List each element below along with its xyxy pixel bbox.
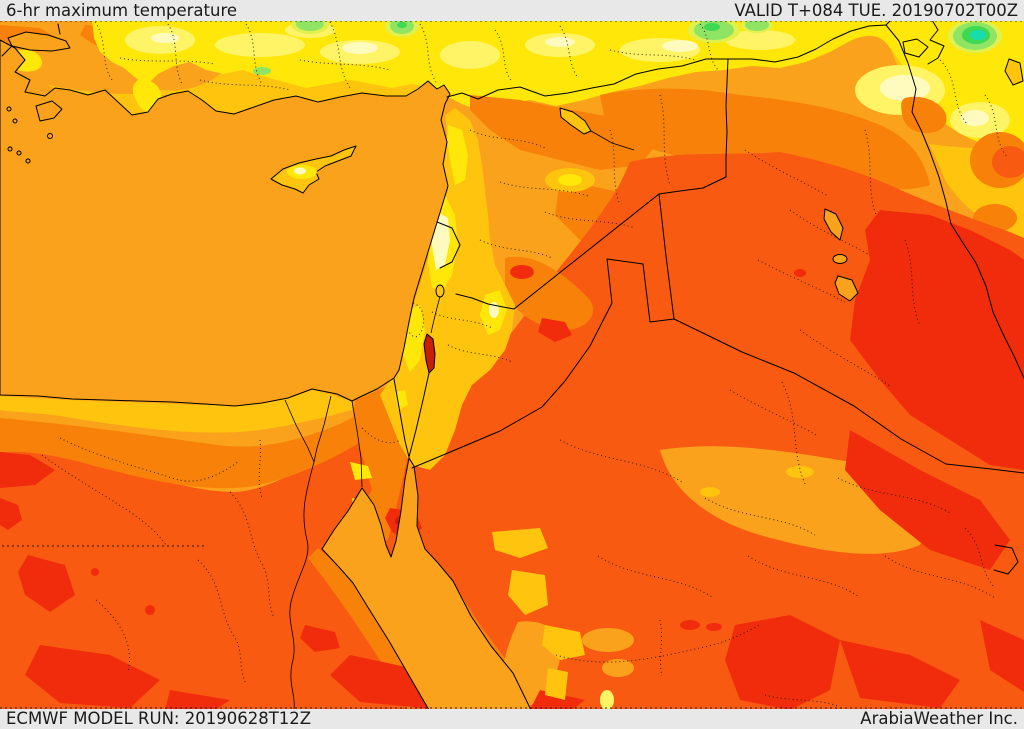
nile-rosetta-branch — [284, 399, 315, 463]
lake-urmia — [1004, 58, 1024, 86]
country-borders — [393, 20, 1024, 575]
admin-boundaries — [0, 20, 1024, 709]
lake-tharthar — [823, 208, 844, 241]
suez-canal — [351, 400, 363, 488]
jordan-river — [430, 296, 441, 334]
lake-habbaniyah — [832, 254, 848, 264]
jordan-iraq-border — [658, 193, 675, 320]
header-bar: 6-hr maximum temperature VALID T+084 TUE… — [0, 0, 1024, 21]
anatolia-yellow-band — [92, 20, 1024, 150]
israel-jordan-border — [408, 372, 430, 458]
jordan-saudi-border — [411, 258, 675, 469]
dead-sea — [423, 333, 436, 374]
lake-van — [902, 38, 929, 58]
kuwait-border — [993, 544, 1019, 575]
egypt-coastal-strip — [0, 390, 352, 433]
syria-jordan-border — [455, 193, 660, 310]
cyprus-island — [270, 145, 357, 194]
armenia-border — [927, 20, 945, 65]
syria-iraq-border — [658, 58, 729, 195]
cool-green-spots — [253, 20, 1002, 75]
lake-razzaza — [834, 275, 859, 302]
valid-time-label: VALID T+084 TUE. 20190702T00Z — [734, 1, 1018, 20]
map-title: 6-hr maximum temperature — [6, 1, 238, 20]
model-run-label: ECMWF MODEL RUN: 20190628T12Z — [6, 709, 312, 728]
lake-assad — [559, 107, 592, 135]
nile-river — [289, 461, 315, 710]
turkey-syria-border — [446, 20, 892, 100]
lakes — [423, 38, 1024, 374]
lebanon-syria-border — [436, 221, 461, 269]
rivers — [284, 130, 635, 710]
nile-damietta-branch — [313, 395, 332, 463]
saudi-gold-patches — [492, 528, 614, 710]
euphrates-upper — [590, 130, 635, 151]
brand-label: ArabiaWeather Inc. — [860, 709, 1018, 728]
aegean-marmara-coasts — [1, 23, 71, 164]
mediterranean-sea — [0, 39, 451, 407]
israel-egypt-border — [393, 378, 410, 458]
iraq-saudi-border — [673, 318, 1024, 474]
red-sea — [321, 457, 532, 710]
sea-of-galilee — [435, 284, 445, 298]
footer-bar: ECMWF MODEL RUN: 20190628T12Z ArabiaWeat… — [0, 709, 1024, 729]
hot-orange-red-field — [0, 152, 1024, 710]
iran-border — [885, 24, 1024, 379]
